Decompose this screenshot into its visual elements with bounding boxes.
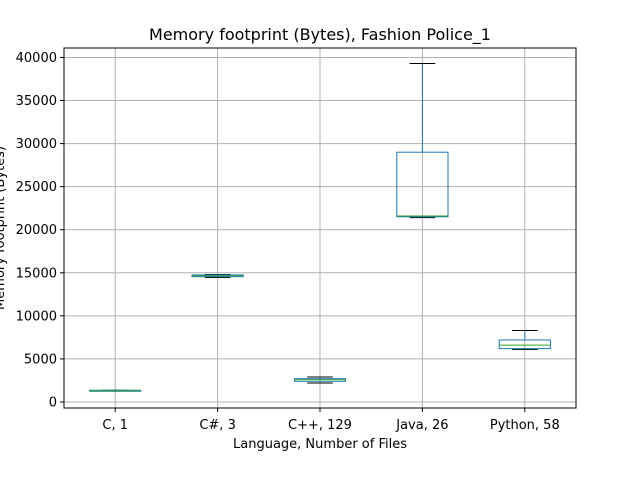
x-tick-label: C++, 129 [288,418,352,433]
x-axis-ticks: C, 1 C#, 3 C++, 129 Java, 26 Python, 58 [102,408,560,433]
x-axis-label: Language, Number of Files [233,437,407,452]
box-plot-series [89,63,551,392]
x-tick-label: C#, 3 [199,418,236,433]
y-axis-label: Memory footprint (Bytes) [0,146,8,310]
x-tick-label: Python, 58 [490,418,560,433]
y-tick-label: 10000 [16,309,57,324]
box-group [498,329,551,350]
grid-lines [64,48,576,408]
y-tick-label: 30000 [16,137,57,152]
y-tick-label: 25000 [16,180,57,195]
box-group [191,274,244,279]
y-tick-label: 5000 [24,352,57,367]
x-tick-label: C, 1 [102,418,128,433]
box-body [396,151,449,218]
y-tick-label: 0 [49,395,57,410]
x-tick-label: Java, 26 [395,418,448,433]
y-tick-label: 15000 [16,266,57,281]
y-tick-label: 40000 [16,51,57,66]
y-tick-label: 20000 [16,223,57,238]
box-body [498,339,551,350]
y-tick-label: 35000 [16,94,57,109]
y-axis-ticks: 0 5000 10000 15000 20000 25000 30000 35000 40000 [16,51,64,410]
box-group [396,63,449,219]
box-group [89,389,142,392]
box-group [293,376,347,384]
chart-title: Memory footprint (Bytes), Fashion Police… [149,25,491,45]
